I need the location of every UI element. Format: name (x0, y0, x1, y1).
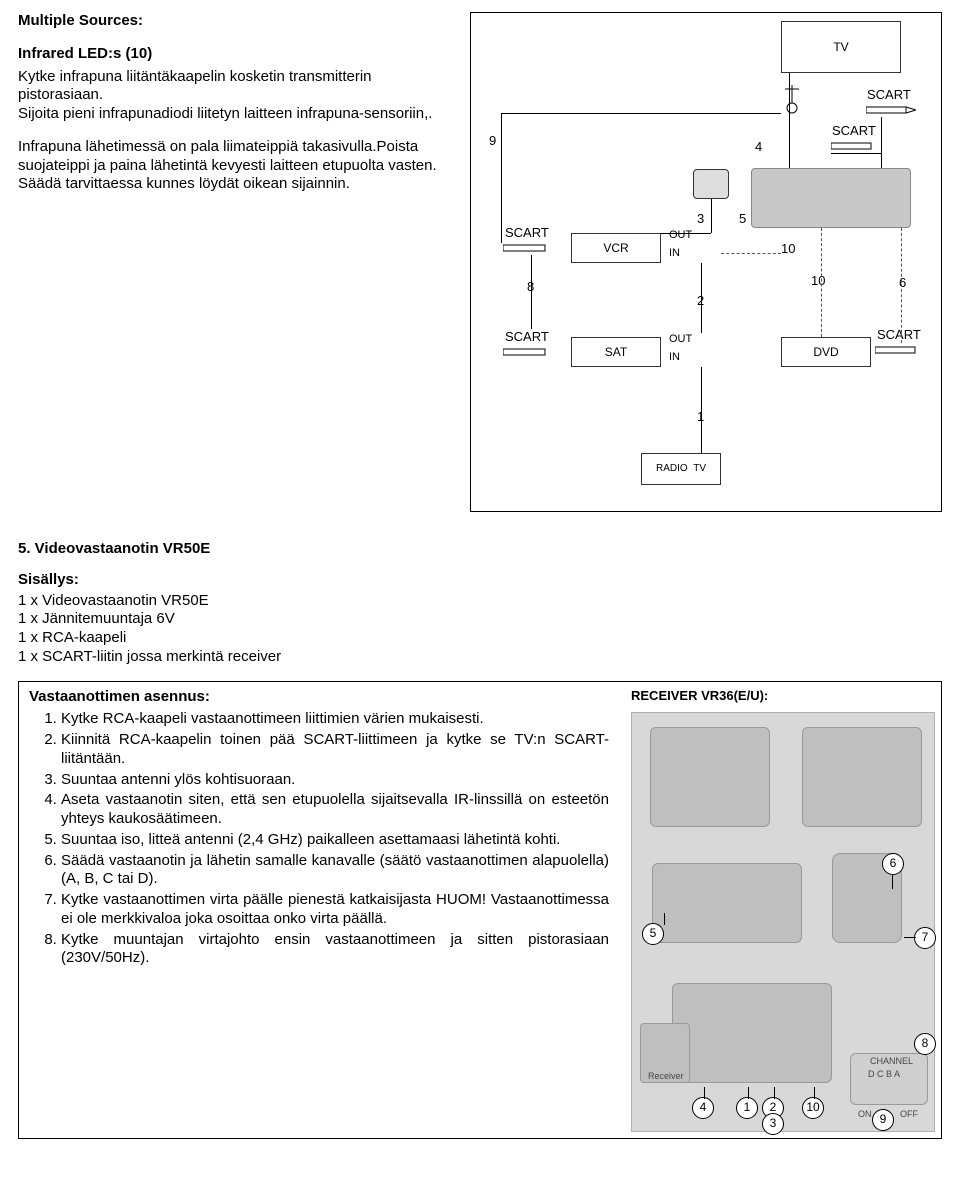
install-step: Aseta vastaanotin siten, että sen etupuo… (61, 791, 609, 829)
channel-label: CHANNEL (870, 1056, 913, 1067)
diagram-scart-connector-5 (875, 343, 925, 357)
diagram-scart-label-2: SCART (832, 123, 876, 139)
ir-para-3: Infrapuna lähetimessä on pala liimateipp… (18, 138, 458, 194)
callout-9: 9 (872, 1109, 894, 1131)
diagram-scart-connector-2 (831, 139, 881, 153)
contents-item: 1 x Videovastaanotin VR50E (18, 592, 942, 611)
install-step: Säädä vastaanotin ja lähetin samalle kan… (61, 852, 609, 890)
diagram-sat-box: SAT (571, 337, 661, 367)
diagram-antenna-icon (777, 85, 807, 119)
multiple-sources-heading: Multiple Sources: (18, 12, 458, 31)
diagram-scart-connector-4 (503, 345, 555, 359)
diagram-tv-box: TV (781, 21, 901, 73)
off-label: OFF (900, 1109, 918, 1120)
infrared-led-subheading: Infrared LED:s (10) (18, 45, 458, 64)
diagram-scart-label-5: SCART (877, 327, 921, 343)
callout-7: 7 (914, 927, 936, 949)
diagram-dash (901, 228, 902, 343)
callout-10: 10 (802, 1097, 824, 1119)
callout-5: 5 (642, 923, 664, 945)
callout-3: 3 (762, 1113, 784, 1135)
contents-item: 1 x RCA-kaapeli (18, 629, 942, 648)
diagram-scart-connector-3 (503, 241, 555, 255)
callout-8: 8 (914, 1033, 936, 1055)
receiver-title: RECEIVER VR36(E/U): (631, 688, 935, 704)
diagram-radio-label: RADIO (656, 463, 688, 476)
diagram-num-9: 9 (489, 133, 496, 149)
diagram-line (531, 255, 532, 329)
diagram-dash (821, 228, 822, 337)
contents-item: 1 x SCART-liitin jossa merkintä receiver (18, 648, 942, 667)
ir-para-1: Kytke infrapuna liitäntäkaapelin kosketi… (18, 68, 458, 106)
contents-item-text: 1 x SCART-liitin jossa merkintä receiver (18, 648, 281, 665)
diagram-receiver-device (751, 168, 911, 228)
install-step: Kiinnitä RCA-kaapelin toinen pää SCART-l… (61, 731, 609, 769)
diagram-sat-out-label: OUT (669, 333, 692, 347)
diagram-vcr-out-label: OUT (669, 229, 692, 243)
diagram-splitter-box (693, 169, 729, 199)
install-step: Suuntaa antenni ylös kohtisuoraan. (61, 771, 609, 790)
receiver-label-text: Receiver (648, 1071, 684, 1082)
install-step: Kytke RCA-kaapeli vastaanottimeen liitti… (61, 710, 609, 729)
diagram-radio-tv-switch: RADIO TV (641, 453, 721, 485)
receiver-rear-view (652, 863, 802, 943)
diagram-num-3: 3 (697, 211, 704, 227)
diagram-scart-label-3: SCART (505, 225, 549, 241)
callout-4: 4 (692, 1097, 714, 1119)
diagram-line (501, 113, 502, 243)
diagram-line (789, 73, 790, 168)
diagram-dvd-box: DVD (781, 337, 871, 367)
diagram-line (501, 113, 781, 114)
install-steps-list: Kytke RCA-kaapeli vastaanottimeen liitti… (29, 710, 609, 968)
receiver-side-view (802, 727, 922, 827)
diagram-scart-label: SCART (867, 87, 911, 103)
diagram-line (711, 199, 712, 233)
diagram-line (661, 233, 711, 234)
install-heading: Vastaanottimen asennus: (29, 688, 609, 707)
section-5-title: 5. Videovastaanotin VR50E (18, 540, 942, 559)
receiver-bottom-view (672, 983, 832, 1083)
diagram-dash (721, 253, 781, 254)
diagram-num-10a: 10 (781, 241, 795, 257)
contents-heading: Sisällys: (18, 571, 942, 590)
diagram-line (881, 117, 882, 168)
channel-dcba: D C B A (868, 1069, 900, 1080)
diagram-line (701, 367, 702, 453)
install-step: Kytke vastaanottimen virta päälle pienes… (61, 891, 609, 929)
diagram-sat-in-label: IN (669, 351, 680, 365)
install-step: Suuntaa iso, litteä antenni (2,4 GHz) pa… (61, 831, 609, 850)
diagram-scart-connector-1 (866, 103, 916, 117)
diagram-num-10b: 10 (811, 273, 825, 289)
receiver-photo-composite: Receiver CHANNEL D C B A ON OFF 5 6 7 8 … (631, 712, 935, 1132)
receiver-front-view (650, 727, 770, 827)
contents-item: 1 x Jännitemuuntaja 6V (18, 610, 942, 629)
diagram-num-4: 4 (755, 139, 762, 155)
ir-para-2: Sijoita pieni infrapunadiodi liitetyn la… (18, 105, 458, 124)
diagram-num-5: 5 (739, 211, 746, 227)
diagram-line (701, 263, 702, 333)
callout-1: 1 (736, 1097, 758, 1119)
diagram-scart-label-4: SCART (505, 329, 549, 345)
callout-6: 6 (882, 853, 904, 875)
install-step: Kytke muuntajan virtajohto ensin vastaan… (61, 931, 609, 969)
on-label: ON (858, 1109, 872, 1120)
diagram-vcr-in-label: IN (669, 247, 680, 261)
diagram-line (831, 153, 881, 154)
diagram-vcr-box: VCR (571, 233, 661, 263)
wiring-diagram: TV SCART SCART SCART VCR OUT IN SCA (470, 12, 942, 512)
diagram-tv-label: TV (693, 463, 706, 476)
